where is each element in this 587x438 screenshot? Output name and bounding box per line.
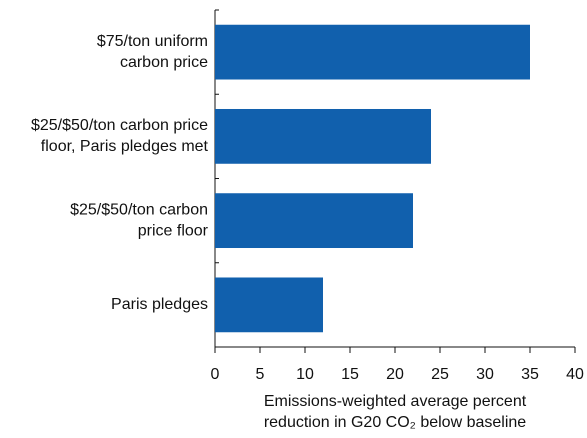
x-tick-label: 25 [431,366,449,383]
y-tick-label: Paris pledges [111,296,208,313]
x-tick-label: 15 [341,366,359,383]
bar [215,24,530,80]
bar [215,108,431,164]
x-tick-label: 5 [256,366,265,383]
bar [215,277,323,333]
x-tick-label: 0 [211,366,220,383]
y-tick-label: $75/ton uniform [97,33,208,50]
bar [215,193,413,249]
x-tick-label: 20 [386,366,404,383]
x-tick-label: 40 [566,366,584,383]
y-tick-label: $25/$50/ton carbon price [31,117,208,134]
x-tick-label: 30 [476,366,494,383]
y-tick-label: $25/$50/ton carbon [70,201,208,218]
y-tick-label: price floor [138,222,209,239]
x-tick-label: 35 [521,366,539,383]
y-tick-label: carbon price [120,54,208,71]
y-tick-label: floor, Paris pledges met [41,138,209,155]
x-axis-label: reduction in G20 CO₂ below baseline [264,414,526,431]
x-axis-label: Emissions-weighted average percent [264,393,527,410]
x-tick-label: 10 [296,366,314,383]
